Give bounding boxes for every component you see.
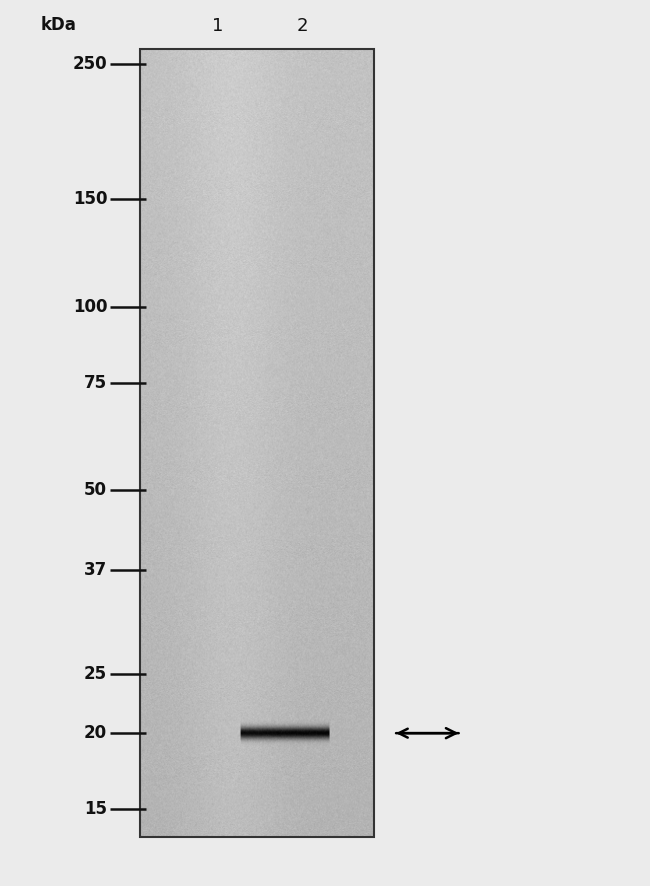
Text: 1: 1: [212, 18, 224, 35]
Text: kDa: kDa: [40, 16, 77, 34]
Text: 37: 37: [84, 561, 107, 579]
Text: 25: 25: [84, 665, 107, 683]
Text: 100: 100: [73, 298, 107, 316]
Text: 20: 20: [84, 724, 107, 742]
Text: 15: 15: [84, 800, 107, 819]
Text: 250: 250: [73, 55, 107, 74]
Bar: [140, 49, 374, 837]
Text: 75: 75: [84, 374, 107, 392]
Text: 150: 150: [73, 190, 107, 208]
Text: 50: 50: [84, 481, 107, 500]
Text: 2: 2: [296, 18, 308, 35]
